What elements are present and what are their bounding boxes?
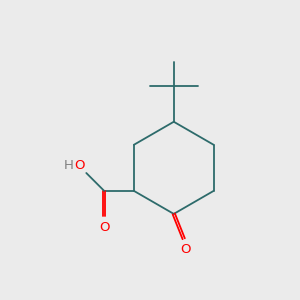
Text: O: O (180, 243, 190, 256)
Text: O: O (99, 220, 110, 234)
Text: O: O (74, 158, 85, 172)
Text: H: H (64, 158, 74, 172)
